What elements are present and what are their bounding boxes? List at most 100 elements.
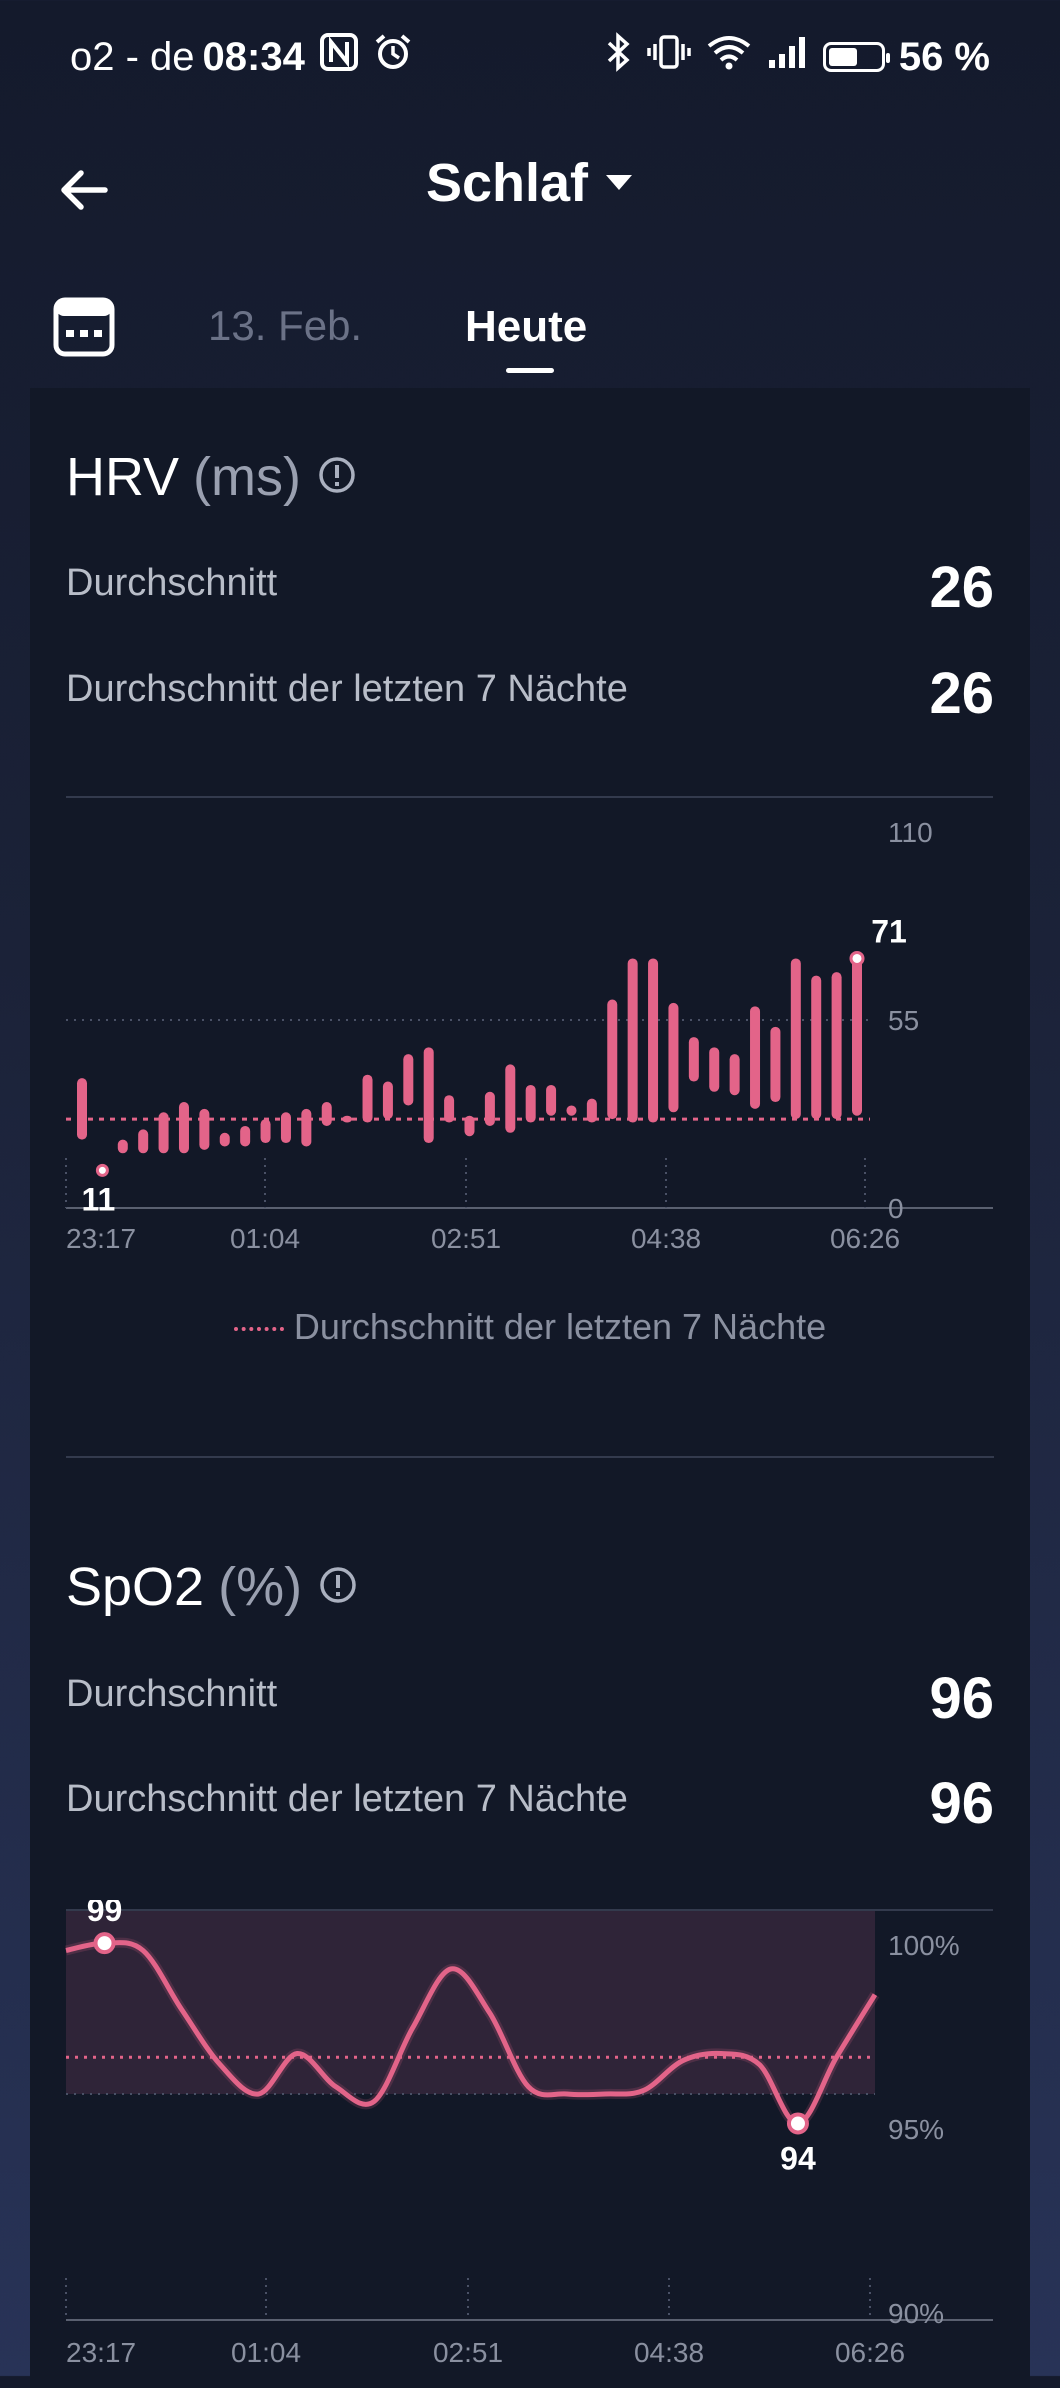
hrv-average-label: Durchschnitt <box>66 562 278 604</box>
hrv-bar <box>382 1081 393 1120</box>
hrv-bar <box>831 972 842 1120</box>
hrv-bar <box>342 1115 353 1123</box>
spo2-min-label: 94 <box>780 2140 816 2176</box>
spo2-title: SpO2 (%) <box>66 1556 358 1618</box>
hrv-bar <box>423 1047 434 1144</box>
hrv-7night-average-value: 26 <box>929 661 994 726</box>
hrv-bar <box>95 1163 109 1177</box>
tab-today[interactable]: Heute <box>465 302 588 351</box>
hrv-x-tick-label: 23:17 <box>66 1223 136 1254</box>
tab-previous-day[interactable]: 13. Feb. <box>208 302 363 349</box>
hrv-unit: (ms) <box>193 447 301 507</box>
spo2-y-tick-label: 100% <box>888 1930 960 1961</box>
hrv-x-tick-label: 06:26 <box>830 1223 900 1254</box>
spo2-x-tick-label: 02:51 <box>433 2337 503 2368</box>
calendar-icon <box>53 297 115 357</box>
hrv-bar <box>750 1006 761 1109</box>
spo2-average-label: Durchschnitt <box>66 1673 278 1715</box>
hrv-y-tick-label: 55 <box>888 1005 919 1036</box>
hrv-bar <box>525 1084 536 1123</box>
spo2-average-value: 96 <box>929 1666 994 1731</box>
hrv-min-label: 11 <box>81 1181 115 1217</box>
spo2-max-marker <box>93 1932 116 1955</box>
hrv-bar <box>138 1129 149 1154</box>
hrv-bar <box>362 1074 373 1123</box>
hrv-bar <box>648 958 659 1123</box>
hrv-bar <box>505 1064 516 1133</box>
hrv-info-icon[interactable] <box>317 446 357 508</box>
hrv-bar <box>852 958 862 1116</box>
hrv-bar <box>688 1037 699 1082</box>
hrv-title-label: HRV <box>66 447 180 507</box>
spo2-x-tick-label: 01:04 <box>231 2337 301 2368</box>
hrv-bar <box>546 1084 557 1116</box>
chevron-down-icon <box>606 175 633 190</box>
hrv-bar <box>790 958 801 1120</box>
spo2-7night-average-value: 96 <box>929 1771 994 1836</box>
hrv-bar <box>586 1098 597 1123</box>
hrv-bar <box>117 1139 128 1154</box>
signal-icon <box>767 32 809 82</box>
hrv-title: HRV (ms) <box>66 446 357 508</box>
date-tabs: 13. Feb. Heute <box>0 280 1060 380</box>
hrv-bar <box>668 1002 679 1113</box>
hrv-bar <box>260 1119 271 1144</box>
back-arrow-icon <box>61 170 108 210</box>
spo2-title-label: SpO2 <box>66 1557 205 1617</box>
hrv-legend: Durchschnitt der letzten 7 Nächte <box>0 1306 1060 1348</box>
hrv-chart: 110 55 0 23:17 01:04 02:51 04:38 06:26 71 11 <box>65 796 993 1254</box>
hrv-bar <box>627 958 638 1123</box>
vibrate-icon <box>647 32 691 82</box>
hrv-bar <box>321 1102 332 1126</box>
hrv-bar <box>219 1132 230 1147</box>
calendar-button[interactable] <box>52 294 116 358</box>
page-title: Schlaf <box>425 153 589 213</box>
hrv-bar <box>464 1115 475 1137</box>
battery-fill <box>828 48 857 66</box>
hrv-bar <box>709 1047 720 1092</box>
hrv-7night-average-label: Durchschnitt der letzten 7 Nächte <box>66 668 628 710</box>
hrv-bar <box>444 1095 455 1123</box>
hrv-bar <box>158 1112 169 1154</box>
hrv-max-label: 71 <box>871 913 907 949</box>
hrv-bar <box>77 1078 87 1140</box>
spo2-x-tick-label: 06:26 <box>835 2337 905 2368</box>
spo2-7night-average-label: Durchschnitt der letzten 7 Nächte <box>66 1778 628 1820</box>
section-divider <box>66 1456 994 1458</box>
hrv-max-marker <box>849 950 865 966</box>
spo2-x-tick-label: 04:38 <box>634 2337 704 2368</box>
hrv-bar <box>811 975 822 1120</box>
back-button[interactable] <box>55 160 115 220</box>
status-left: o2 - de 08:34 <box>70 32 413 82</box>
hrv-bar <box>199 1108 210 1150</box>
hrv-x-tick-label: 02:51 <box>431 1223 501 1254</box>
hrv-x-tick-label: 01:04 <box>230 1223 300 1254</box>
clock: 08:34 <box>202 34 305 79</box>
bluetooth-icon <box>605 32 633 82</box>
hrv-y-tick-label: 0 <box>888 1193 904 1224</box>
spo2-chart: 100% 95% 90% 23:17 01:04 02:51 04:38 06:26 99 94 <box>64 1900 993 2368</box>
hrv-average-value: 26 <box>929 555 994 620</box>
hrv-y-tick-label: 110 <box>888 817 933 848</box>
hrv-x-tick-label: 04:38 <box>631 1223 701 1254</box>
alarm-icon <box>373 32 413 82</box>
page-title-dropdown[interactable]: Schlaf <box>426 152 634 214</box>
battery-icon <box>822 42 890 72</box>
hrv-bar <box>403 1054 414 1106</box>
spo2-max-label: 99 <box>87 1900 123 1928</box>
spo2-y-tick-label: 90% <box>888 2298 944 2329</box>
wifi-icon <box>705 32 753 82</box>
battery-percent: 56 % <box>898 34 990 79</box>
hrv-bar <box>301 1108 312 1147</box>
spo2-x-tick-label: 23:17 <box>66 2337 136 2368</box>
spo2-info-icon[interactable] <box>318 1556 358 1618</box>
spo2-line <box>65 1940 878 2126</box>
spo2-unit: (%) <box>218 1557 303 1617</box>
nfc-icon <box>319 32 359 82</box>
spo2-normal-range-band <box>66 1910 875 2094</box>
legend-line-swatch <box>233 1327 284 1332</box>
status-bar: o2 - de 08:34 56 % <box>0 0 1060 110</box>
spo2-y-tick-label: 95% <box>888 2114 944 2145</box>
active-tab-indicator <box>506 368 554 373</box>
hrv-bar <box>240 1125 251 1147</box>
